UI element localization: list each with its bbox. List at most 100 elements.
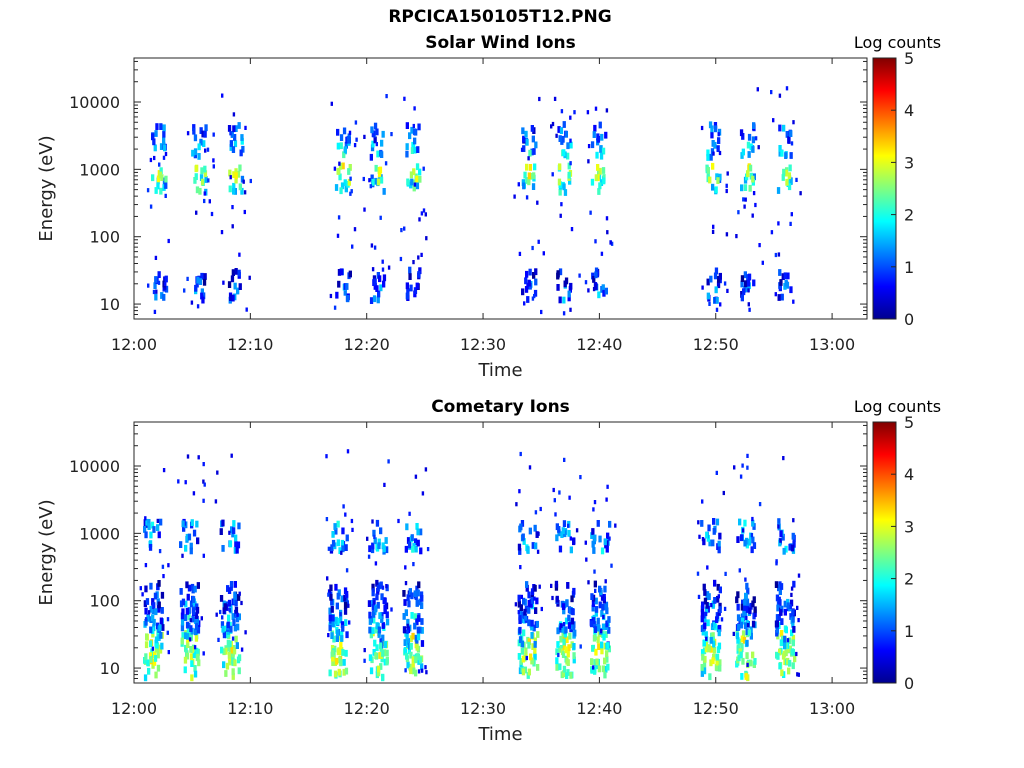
- spectrogram-cell: [747, 629, 751, 637]
- spectrogram-cell: [187, 613, 191, 621]
- spectrogram-cell: [385, 611, 389, 619]
- spectrogram-cell: [161, 564, 165, 569]
- spectrogram-cell: [596, 617, 600, 625]
- spectrogram-cell: [709, 275, 713, 283]
- spectrogram-cell: [534, 268, 538, 276]
- spectrogram-cell: [749, 626, 753, 634]
- spectrogram-cell: [584, 540, 587, 545]
- spectrogram-cell: [716, 281, 721, 289]
- spectrogram-cell: [413, 622, 417, 630]
- spectrogram-cell: [196, 626, 201, 634]
- spectrogram-cell: [379, 176, 384, 184]
- spectrogram-cell: [736, 624, 740, 631]
- spectrogram-cell: [181, 608, 185, 616]
- spectrogram-cell: [413, 146, 417, 154]
- spectrogram-cell: [164, 151, 168, 157]
- spectrogram-cell: [696, 571, 700, 576]
- spectrogram-cell: [525, 584, 529, 592]
- spectrogram-cell: [413, 182, 417, 187]
- spectrogram-cell: [597, 188, 601, 195]
- spectrogram-cell: [240, 187, 244, 195]
- spectrogram-cell: [231, 294, 235, 302]
- spectrogram-cell: [593, 580, 597, 588]
- spectrogram-cell: [572, 587, 576, 595]
- spectrogram-cell: [784, 279, 788, 287]
- spectrogram-cell: [330, 598, 334, 606]
- colorbar-tick-label: 0: [904, 674, 914, 693]
- spectrogram-cell: [193, 665, 197, 672]
- spectrogram-cell: [736, 614, 741, 622]
- spectrogram-cell: [330, 101, 333, 106]
- spectrogram-cell: [758, 243, 761, 248]
- spectrogram-cell: [603, 538, 607, 546]
- spectrogram-cell: [238, 591, 241, 596]
- spectrogram-cell: [790, 544, 795, 552]
- spectrogram-cell: [346, 135, 350, 143]
- spectrogram-cell: [413, 538, 418, 546]
- spectrogram-cell: [739, 129, 744, 137]
- spectrogram-cell: [186, 131, 190, 136]
- spectrogram-cell: [567, 644, 571, 651]
- spectrogram-cell: [346, 449, 350, 454]
- spectrogram-cell: [151, 627, 155, 634]
- spectrogram-cell: [777, 252, 781, 257]
- spectrogram-cell: [196, 582, 200, 589]
- spectrogram-cell: [148, 544, 153, 551]
- spectrogram-cell: [371, 519, 374, 524]
- spectrogram-cell: [592, 131, 596, 138]
- spectrogram-cell: [194, 647, 199, 655]
- spectrogram-cell: [789, 178, 793, 185]
- spectrogram-cell: [555, 133, 558, 138]
- spectrogram-cell: [743, 598, 747, 606]
- spectrogram-cell: [341, 527, 345, 535]
- spectrogram-cell: [751, 651, 755, 659]
- spectrogram-cell: [152, 289, 156, 295]
- spectrogram-cell: [154, 636, 159, 644]
- spectrogram-cell: [744, 592, 748, 600]
- spectrogram-cell: [409, 171, 414, 179]
- spectrogram-cell: [518, 617, 522, 624]
- spectrogram-cell: [340, 182, 345, 190]
- spectrogram-cell: [558, 135, 562, 142]
- x-tick-label: 12:50: [693, 699, 739, 718]
- spectrogram-cell: [328, 614, 332, 622]
- spectrogram-cell: [231, 205, 234, 210]
- spectrogram-cell: [745, 639, 749, 647]
- spectrogram-cell: [331, 531, 335, 538]
- spectrogram-cell: [159, 617, 163, 625]
- spectrogram-cell: [419, 547, 423, 555]
- spectrogram-cell: [770, 90, 773, 95]
- spectrogram-cell: [223, 603, 227, 610]
- spectrogram-cell: [560, 623, 563, 628]
- spectrogram-cell: [522, 145, 526, 152]
- spectrogram-cell: [600, 547, 605, 555]
- spectrogram-cell: [340, 539, 345, 547]
- spectrogram-cell: [338, 173, 342, 181]
- spectrogram-cell: [219, 528, 223, 535]
- spectrogram-cell: [413, 137, 417, 145]
- spectrogram-cell: [347, 168, 351, 175]
- spectrogram-cell: [542, 251, 545, 256]
- spectrogram-cell: [239, 149, 243, 157]
- spectrogram-cell: [184, 544, 188, 552]
- spectrogram-cell: [151, 630, 155, 638]
- spectrogram-cell: [531, 135, 535, 143]
- y-tick-label: 100: [89, 228, 120, 247]
- spectrogram-cell: [524, 130, 528, 138]
- spectrogram-cell: [536, 549, 540, 554]
- spectrogram-cell: [791, 639, 795, 647]
- spectrogram-cell: [741, 657, 745, 665]
- spectrogram-cell: [595, 151, 599, 159]
- spectrogram-cell: [368, 618, 372, 625]
- spectrogram-cell: [215, 612, 218, 617]
- spectrogram-cell: [144, 618, 148, 626]
- spectrogram-cell: [530, 125, 534, 132]
- spectrogram-cell: [781, 273, 785, 280]
- spectrogram-cell: [719, 302, 722, 307]
- spectrogram-cell: [416, 589, 420, 597]
- spectrogram-cell: [191, 596, 196, 603]
- spectrogram-cell: [236, 541, 241, 549]
- spectrogram-cell: [191, 149, 195, 157]
- spectrogram-cell: [370, 126, 374, 134]
- spectrogram-cell: [605, 216, 609, 221]
